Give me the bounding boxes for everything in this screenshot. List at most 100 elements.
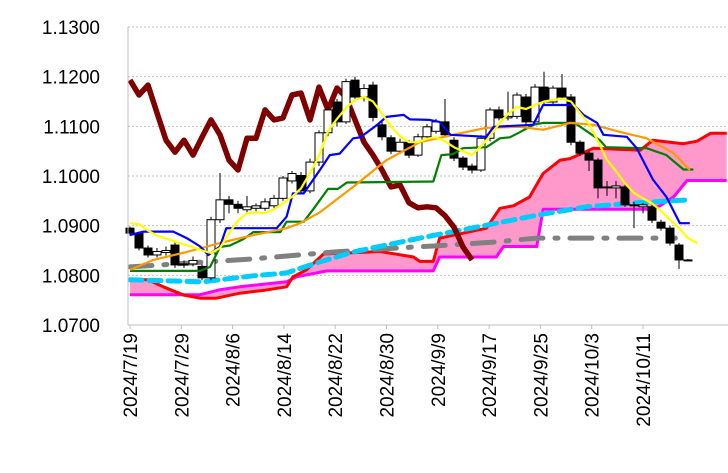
ma-dashed-line	[127, 197, 693, 285]
candlestick	[152, 248, 162, 258]
candle-body-up	[611, 185, 621, 189]
candle-body-up	[260, 201, 270, 209]
x-tick-label: 2024/10/11	[634, 333, 655, 427]
candlestick	[611, 180, 621, 199]
candlestick	[215, 173, 225, 224]
candle-body-up	[638, 204, 648, 208]
candle-body-up	[341, 81, 351, 123]
candle-body-down	[575, 141, 585, 154]
y-tick-label: 1.0900	[42, 217, 100, 238]
candle-body-down	[350, 79, 360, 98]
x-tick-label: 2024/8/6	[224, 333, 245, 407]
x-tick-label: 2024/9/9	[429, 333, 450, 407]
candle-body-down	[629, 204, 639, 207]
candle-body-up	[188, 259, 198, 265]
candlestick	[386, 135, 396, 155]
gridlines	[128, 26, 728, 276]
candlestick	[602, 180, 612, 196]
candlestick	[287, 171, 297, 184]
ichimoku-cloud	[130, 133, 727, 299]
candle-body-down	[584, 152, 594, 161]
candlestick	[674, 243, 684, 269]
candlestick	[188, 256, 198, 267]
tenkan-line	[129, 103, 690, 257]
candle-body-up	[512, 94, 522, 117]
candlestick	[260, 198, 270, 211]
x-tick-label: 2024/9/17	[480, 333, 501, 418]
candle-body-down	[332, 101, 342, 123]
candlestick	[629, 201, 639, 229]
x-tick-label: 2024/7/29	[172, 333, 193, 418]
x-tick-label: 2024/10/3	[583, 333, 604, 418]
ma-short-line	[129, 95, 698, 255]
candlestick	[350, 76, 360, 102]
candle-body-down	[557, 87, 567, 98]
candle-body-down	[593, 159, 603, 189]
candle-body-up	[413, 136, 423, 156]
candlestick	[251, 203, 261, 212]
candle-body-down	[467, 165, 477, 171]
candlestick	[242, 195, 252, 214]
ma-long-line	[127, 235, 678, 270]
candle-body-down	[386, 137, 396, 152]
y-axis-tick-labels: 1.0700 1.0800 1.0900 1.1000 1.1100 1.1200 1.13…	[42, 18, 100, 337]
candle-body-down	[539, 86, 549, 103]
candlestick	[143, 245, 153, 258]
candle-body-up	[422, 126, 432, 138]
candlestick	[683, 258, 693, 262]
candle-body-down	[224, 199, 234, 205]
axes	[127, 27, 728, 329]
candle-body-down	[143, 247, 153, 256]
candlestick	[476, 135, 486, 173]
candlestick	[332, 99, 342, 127]
y-tick-label: 1.1300	[42, 18, 100, 39]
x-tick-label: 2024/8/22	[326, 333, 347, 418]
candle-body-down	[647, 206, 657, 221]
candlestick	[161, 246, 171, 256]
candle-body-up	[395, 141, 405, 152]
candle-body-down	[125, 227, 135, 234]
candle-body-up	[287, 173, 297, 182]
candle-body-up	[602, 186, 612, 189]
candlestick	[584, 151, 594, 172]
candlestick	[512, 92, 522, 119]
candle-body-down	[134, 232, 144, 249]
candlestick	[575, 140, 585, 157]
candlestick	[341, 78, 351, 124]
x-tick-label: 2024/8/30	[378, 333, 399, 418]
candlestick	[647, 204, 657, 224]
indicator-lines-front	[129, 95, 698, 272]
kijun-line	[130, 121, 694, 272]
candle-body-up	[305, 161, 315, 192]
candle-body-down	[233, 203, 243, 209]
candlestick	[557, 74, 567, 100]
y-tick-label: 1.1200	[42, 68, 100, 89]
candle-body-down	[494, 109, 504, 119]
candlestick	[593, 158, 603, 199]
chikou-line	[127, 78, 475, 262]
candlestick	[665, 225, 675, 246]
candle-body-up	[278, 177, 288, 199]
x-tick-label: 2024/7/19	[121, 333, 142, 418]
x-tick-label: 2024/9/25	[531, 333, 552, 418]
candlestick	[224, 195, 234, 214]
candle-body-down	[656, 221, 666, 229]
candlestick	[305, 158, 315, 194]
candle-body-down	[674, 244, 684, 261]
y-tick-label: 1.0700	[42, 316, 100, 337]
candle-body-up	[683, 259, 693, 262]
candle-body-up	[548, 87, 558, 103]
candle-body-up	[485, 109, 495, 139]
candle-body-down	[377, 124, 387, 138]
candlestick	[269, 194, 279, 209]
y-tick-label: 1.1100	[43, 117, 100, 138]
candle-body-up	[242, 206, 252, 211]
candlestick	[656, 219, 666, 231]
candlestick	[233, 200, 243, 214]
candlestick	[197, 264, 207, 281]
candle-body-up	[161, 250, 171, 253]
candlestick	[494, 106, 504, 121]
y-tick-label: 1.1000	[42, 167, 100, 188]
indicator-lines-back	[127, 78, 727, 300]
